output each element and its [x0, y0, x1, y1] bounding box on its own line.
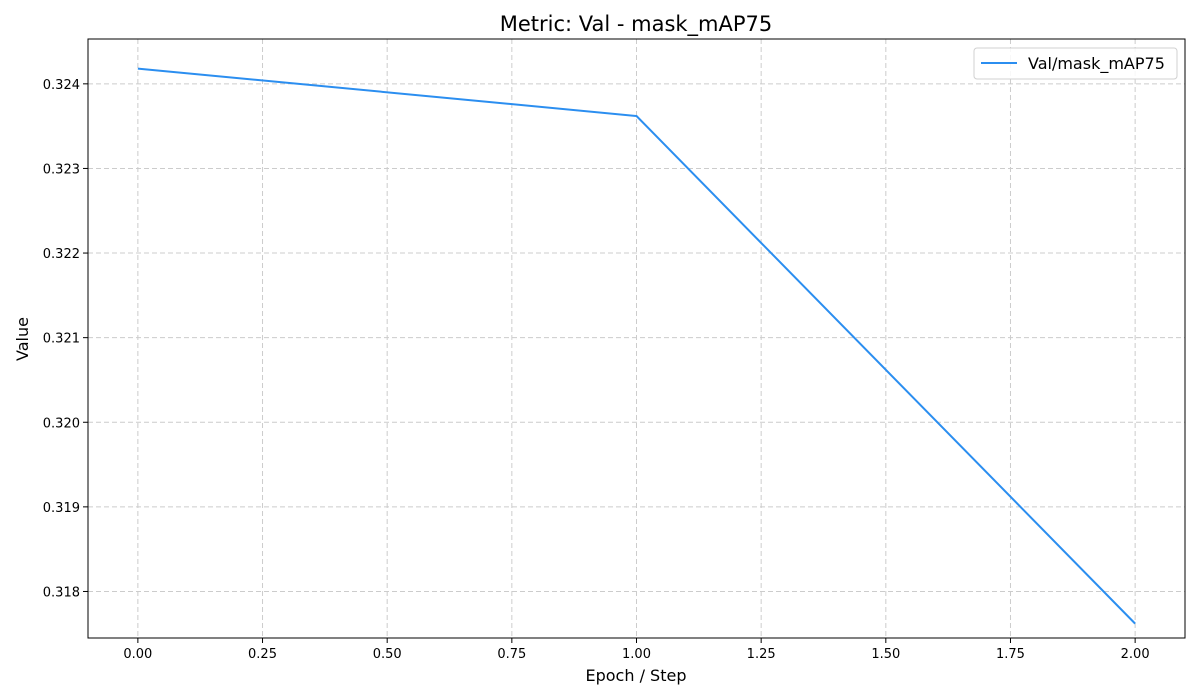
x-axis-ticks: 0.00 0.25 0.50 0.75 1.00 1.25 1.50 1.75 2.00 — [123, 638, 1150, 662]
legend: Val/mask_mAP75 — [973, 47, 1178, 80]
series-line-val-mask-map75 — [137, 67, 1136, 625]
y-tick-label: 0.319 — [43, 501, 80, 516]
legend-box — [973, 47, 1178, 80]
y-tick-label: 0.323 — [43, 162, 80, 177]
x-tick-label: 0.75 — [497, 647, 526, 662]
y-axis-label: Value — [13, 317, 32, 361]
grid — [88, 39, 1185, 638]
x-tick-label: 2.00 — [1121, 647, 1150, 662]
series-layer — [137, 67, 1136, 625]
x-tick-label: 1.50 — [871, 647, 900, 662]
x-tick-label: 1.00 — [622, 647, 651, 662]
x-tick-label: 0.00 — [123, 647, 152, 662]
legend-label-val-mask-map75: Val/mask_mAP75 — [1028, 54, 1165, 74]
chart-title: Metric: Val - mask_mAP75 — [500, 12, 773, 37]
x-tick-label: 1.25 — [747, 647, 776, 662]
y-tick-label: 0.320 — [43, 416, 80, 431]
x-tick-label: 1.75 — [996, 647, 1025, 662]
y-tick-label: 0.324 — [43, 78, 80, 93]
y-axis-ticks: 0.318 0.319 0.320 0.321 0.322 0.323 0.324 — [43, 78, 88, 600]
x-axis-label: Epoch / Step — [586, 666, 687, 685]
y-tick-label: 0.321 — [43, 332, 80, 347]
y-tick-label: 0.322 — [43, 247, 80, 262]
x-tick-label: 0.25 — [248, 647, 277, 662]
x-tick-label: 0.50 — [373, 647, 402, 662]
y-tick-label: 0.318 — [43, 585, 80, 600]
